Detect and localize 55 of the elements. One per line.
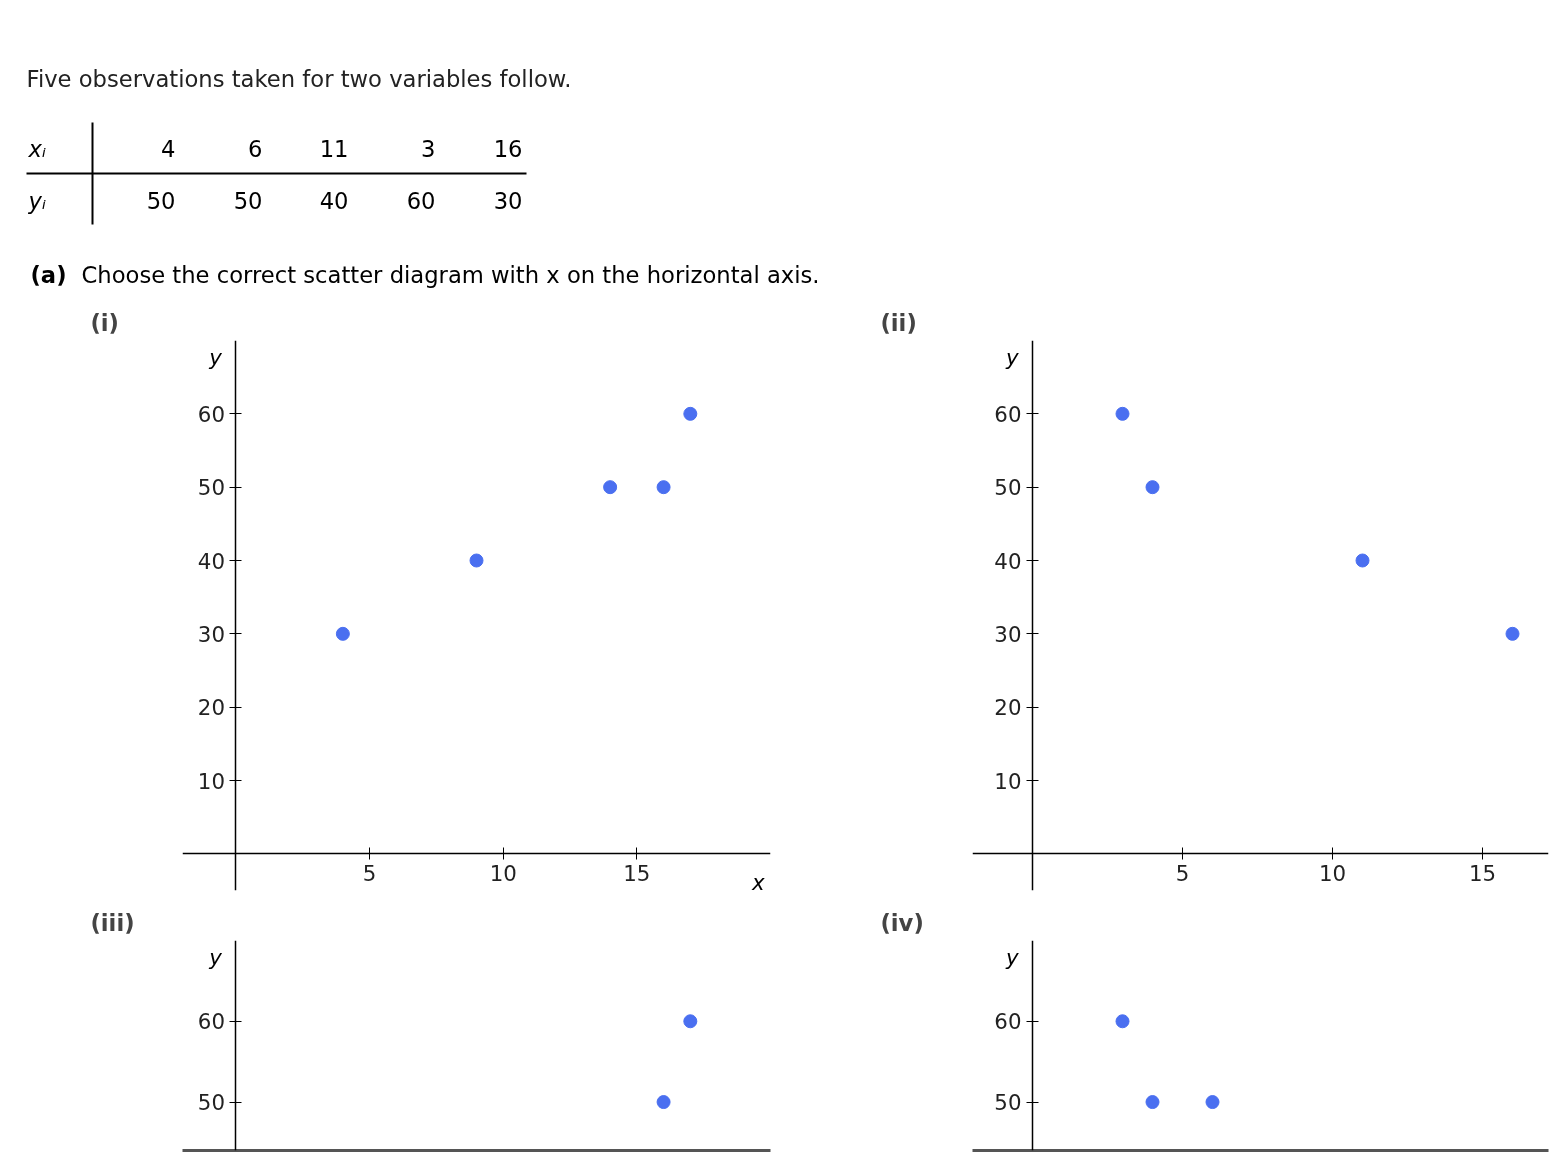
y-axis-title: y (208, 344, 223, 370)
y-tick-label: 60 (197, 1009, 225, 1035)
point (656, 480, 671, 495)
point (683, 406, 698, 421)
x-tick-label: 5 (362, 860, 377, 886)
y-axis-title: y (1004, 944, 1019, 970)
x-tick-label: 10 (489, 860, 517, 886)
y-tick-label: 50 (197, 475, 225, 501)
chart-title: (i) (90, 309, 119, 336)
y-tick-label: 50 (994, 475, 1022, 501)
y-tick-label: 40 (197, 548, 225, 574)
y-axis-title: y (208, 944, 223, 970)
point (603, 480, 618, 495)
point (1505, 626, 1520, 641)
y-tick-label: 20 (197, 695, 225, 721)
y-tick-label: 60 (197, 401, 225, 427)
x-tick-label: 15 (623, 860, 651, 886)
y-tick-label: 50 (994, 1090, 1022, 1116)
text: Choose the correct scatter diagram with x on the horizontal axis. (81, 261, 820, 288)
y-tick-label: 10 (994, 768, 1022, 794)
text: Five observations taken for two variables follow. (26, 65, 572, 92)
y-tick-label: 40 (994, 548, 1022, 574)
point (1145, 480, 1160, 495)
text: 30 (493, 188, 523, 214)
text: 3 (421, 136, 436, 162)
chart-title: (iv) (880, 909, 924, 936)
text: 4 (161, 136, 176, 162)
y-axis-title: y (1004, 344, 1019, 370)
point (1115, 406, 1130, 421)
text: 11 (319, 136, 349, 162)
y-tick-label: 50 (197, 1090, 225, 1116)
text: 6 (248, 136, 263, 162)
point (335, 626, 350, 641)
y-tick-label: 60 (994, 401, 1022, 427)
text: yᵢ (27, 187, 46, 214)
x-tick-label: 10 (1318, 860, 1347, 886)
text: 50 (146, 188, 176, 214)
x-tick-label: 5 (1175, 860, 1190, 886)
text: 60 (406, 188, 436, 214)
point (469, 553, 484, 568)
x-axis-title: x (750, 869, 765, 895)
text: (a) (30, 261, 67, 288)
y-tick-label: 30 (197, 621, 225, 647)
chart-title: (ii) (880, 309, 917, 336)
text: xᵢ (27, 135, 46, 162)
text: 50 (233, 188, 263, 214)
text: 16 (493, 136, 523, 162)
y-tick-label: 10 (197, 768, 225, 794)
y-tick-label: 60 (994, 1009, 1022, 1035)
x-tick-label: 15 (1468, 860, 1497, 886)
chart-title: (iii) (90, 909, 135, 936)
point (1355, 553, 1370, 568)
y-tick-label: 20 (994, 695, 1022, 721)
y-tick-label: 30 (994, 621, 1022, 647)
text: 40 (319, 188, 349, 214)
